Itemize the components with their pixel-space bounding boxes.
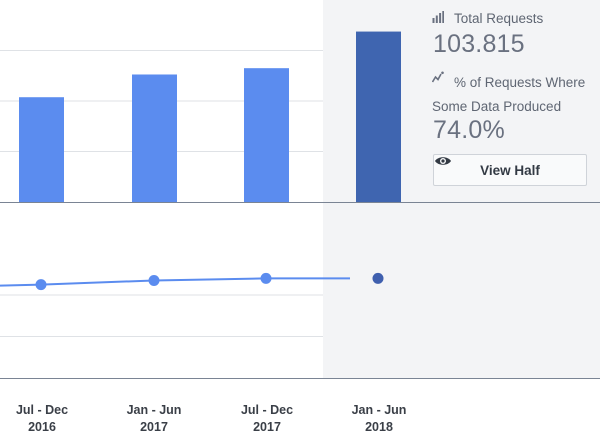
trend-line-icon (432, 71, 446, 89)
highlight-band-bottom (323, 200, 600, 378)
total-requests-label: Total Requests (454, 11, 544, 26)
x-label-3: Jan - Jun 2018 (324, 402, 434, 436)
bar-chart-icon (432, 11, 446, 26)
x-label-year: 2016 (28, 420, 56, 434)
x-label-period: Jan - Jun (351, 403, 407, 417)
view-half-button[interactable]: View Half (433, 154, 587, 186)
x-label-2: Jul - Dec 2017 (212, 402, 322, 436)
bar (19, 97, 64, 202)
x-label-year: 2017 (253, 420, 281, 434)
eye-icon (435, 157, 451, 165)
x-label-period: Jan - Jun (126, 403, 182, 417)
view-half-button-label: View Half (480, 162, 540, 178)
x-label-period: Jul - Dec (240, 403, 294, 417)
pct-requests-value: 74.0% (433, 116, 505, 144)
x-label-0: Jul - Dec 2016 (0, 402, 97, 436)
pct-requests-label: % of Requests Where Some Data Produced (432, 75, 586, 114)
pct-requests-label-block: % of Requests Where Some Data Produced (432, 71, 598, 119)
summary-panel: Total Requests 103.815 % of Requests Whe… (432, 0, 600, 200)
bar (356, 31, 401, 202)
x-label-year: 2018 (365, 420, 393, 434)
line-point (260, 272, 272, 284)
total-requests-value: 103.815 (433, 30, 525, 58)
total-requests-label-row: Total Requests (432, 11, 543, 26)
x-label-year: 2017 (140, 420, 168, 434)
line-point (372, 272, 384, 284)
x-label-period: Jul - Dec (15, 403, 69, 417)
x-label-1: Jan - Jun 2017 (99, 402, 209, 436)
series-line (0, 277, 350, 287)
line-point (148, 274, 160, 286)
line-point (35, 279, 47, 291)
bar (244, 68, 289, 202)
bar (132, 74, 177, 202)
